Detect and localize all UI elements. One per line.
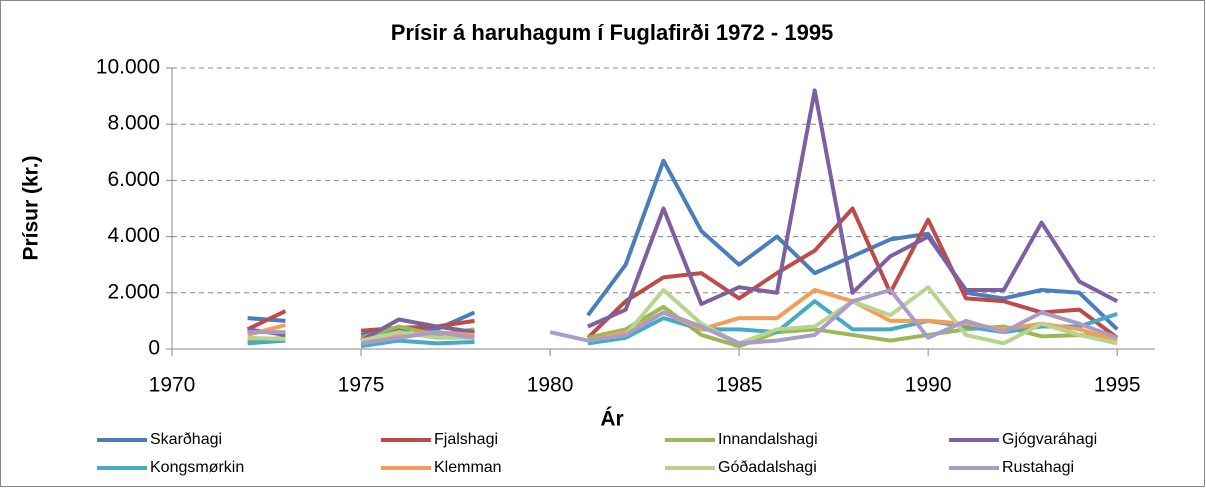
y-tick-label: 6.000	[107, 168, 160, 191]
legend-label: Kongsmørkin	[150, 459, 244, 476]
y-tick-label: 2.000	[107, 280, 160, 303]
x-axis-label: Ár	[600, 408, 623, 431]
x-tick-label: 1975	[338, 374, 385, 397]
legend-label: Klemman	[434, 459, 502, 476]
y-tick-label: 8.000	[107, 112, 160, 135]
legend-label: Gjógvaráhagi	[1002, 431, 1097, 448]
x-tick-label: 1990	[905, 374, 952, 397]
y-tick-label: 0	[148, 337, 160, 360]
legend-label: Fjalshagi	[434, 431, 498, 448]
legend-label: Rustahagi	[1002, 459, 1074, 476]
x-tick-label: 1980	[527, 374, 574, 397]
y-tick-label: 10.000	[96, 56, 160, 79]
legend-label: Skarðhagi	[150, 431, 222, 448]
y-tick-label: 4.000	[107, 224, 160, 247]
legend-label: Innandalshagi	[718, 431, 818, 448]
chart-title: Prísir á haruhagum í Fuglafirði 1972 - 1…	[391, 20, 834, 45]
x-tick-label: 1970	[149, 374, 196, 397]
y-axis-label: Prísur (kr.)	[20, 155, 43, 260]
x-tick-label: 1985	[716, 374, 763, 397]
x-tick-label: 1995	[1094, 374, 1141, 397]
series-line	[247, 287, 1118, 346]
legend-label: Góðadalshagi	[718, 459, 817, 476]
